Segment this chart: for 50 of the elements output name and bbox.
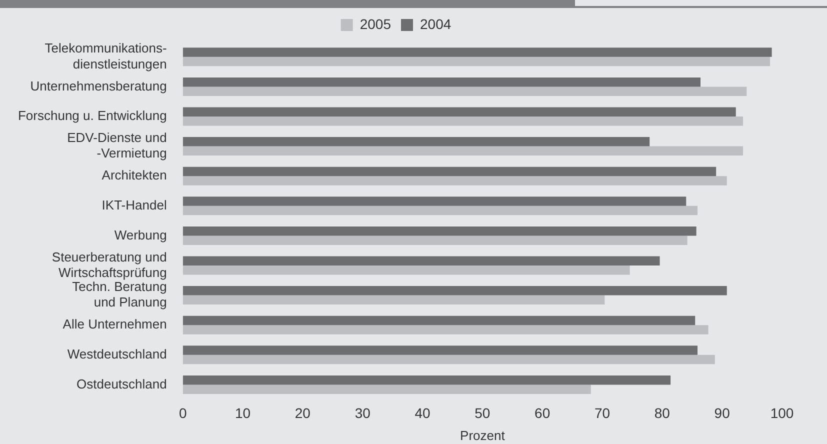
x-tick-label: 20 <box>294 404 311 421</box>
bar <box>182 226 696 236</box>
x-tick-label: 60 <box>534 404 550 421</box>
bar <box>182 325 708 334</box>
bar <box>182 86 747 96</box>
y-tick-label: Forschung u. Entwicklung <box>18 108 167 124</box>
y-tick-label: Werbung <box>114 227 167 242</box>
bar <box>182 48 772 57</box>
bar <box>182 316 696 326</box>
y-tick-label: Telekommunikations- dienstleistungen <box>44 40 167 72</box>
bar <box>182 107 736 116</box>
x-tick-label: 100 <box>770 404 794 421</box>
bar <box>182 146 744 156</box>
y-tick-label: EDV-Dienste und -Vermietung <box>67 130 167 161</box>
bar <box>182 77 701 87</box>
y-tick-label: Architekten <box>102 168 167 183</box>
bar <box>182 56 770 66</box>
x-tick-label: 40 <box>414 404 431 421</box>
y-tick-label: Alle Unternehmen <box>62 316 167 332</box>
bar <box>182 346 698 355</box>
x-tick-label: 50 <box>474 404 490 421</box>
bar <box>182 375 671 385</box>
x-tick-label: 30 <box>354 404 371 421</box>
x-tick-label: 70 <box>594 404 610 421</box>
y-tick-label: Westdeutschland <box>67 346 167 362</box>
x-axis-title: Prozent <box>460 428 506 443</box>
bar <box>182 176 727 186</box>
bar <box>182 295 605 305</box>
bar <box>182 266 630 275</box>
bar <box>182 354 715 364</box>
legend-label: 2005 <box>360 16 392 32</box>
y-tick-label: Ostdeutschland <box>76 376 167 392</box>
bar <box>182 236 688 245</box>
bar <box>182 286 727 296</box>
y-tick-label: Techn. Beratung und Planung <box>72 279 167 310</box>
bar <box>182 196 686 206</box>
bar <box>182 384 591 394</box>
x-tick-label: 10 <box>234 404 251 421</box>
y-tick-label: Unternehmensberatung <box>30 78 167 94</box>
y-tick-label: IKT-Handel <box>102 197 167 212</box>
y-tick-label: Steuerberatung und Wirtschaftsprüfung <box>52 249 167 280</box>
x-tick-label: 0 <box>178 404 187 421</box>
legend-label: 2004 <box>420 16 452 32</box>
bar <box>182 137 650 146</box>
bar <box>182 116 744 126</box>
bar <box>182 166 716 176</box>
x-tick-label: 90 <box>714 404 730 421</box>
bar <box>182 256 660 266</box>
bar <box>182 206 698 216</box>
x-tick-label: 80 <box>654 404 670 421</box>
